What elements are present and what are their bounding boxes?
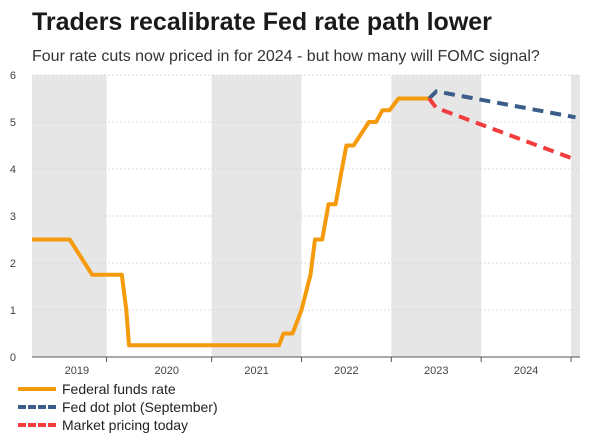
legend-item-dot-plot: Fed dot plot (September) <box>18 398 218 416</box>
y-tick-label-5: 5 <box>10 117 16 129</box>
legend-swatch-fed-funds <box>18 387 56 391</box>
legend-swatch-dot-plot <box>18 405 56 409</box>
legend-label-dot-plot: Fed dot plot (September) <box>62 399 218 415</box>
y-tick-label-4: 4 <box>10 164 16 176</box>
x-tick-label-2024: 2024 <box>514 365 538 377</box>
x-tick-label-2022: 2022 <box>334 365 358 377</box>
y-tick-label-0: 0 <box>10 352 16 364</box>
year-band-3 <box>571 75 580 357</box>
x-tick-label-2023: 2023 <box>424 365 448 377</box>
chart-title: Traders recalibrate Fed rate path lower <box>32 8 492 36</box>
y-tick-label-2: 2 <box>10 258 16 270</box>
series-line-2 <box>427 97 577 162</box>
legend-swatch-market-pricing <box>18 423 56 427</box>
y-tick-label-6: 6 <box>10 70 16 82</box>
line-chart: 0 1 2 3 4 5 6 2019 2020 2021 2022 2023 2024 <box>10 70 580 377</box>
legend-item-market-pricing: Market pricing today <box>18 416 218 434</box>
x-tick-label-2021: 2021 <box>244 365 268 377</box>
y-tick-label-1: 1 <box>10 305 16 317</box>
x-tick-label-2020: 2020 <box>155 365 179 377</box>
x-tick-label-2019: 2019 <box>65 365 89 377</box>
legend: Federal funds rate Fed dot plot (Septemb… <box>18 380 218 434</box>
legend-item-fed-funds: Federal funds rate <box>18 380 218 398</box>
legend-label-market-pricing: Market pricing today <box>62 417 189 433</box>
chart-subtitle: Four rate cuts now priced in for 2024 - … <box>32 48 540 65</box>
series-line-0 <box>32 96 430 348</box>
y-tick-label-3: 3 <box>10 211 16 223</box>
legend-label-fed-funds: Federal funds rate <box>62 381 176 397</box>
series-line-1 <box>427 89 576 120</box>
